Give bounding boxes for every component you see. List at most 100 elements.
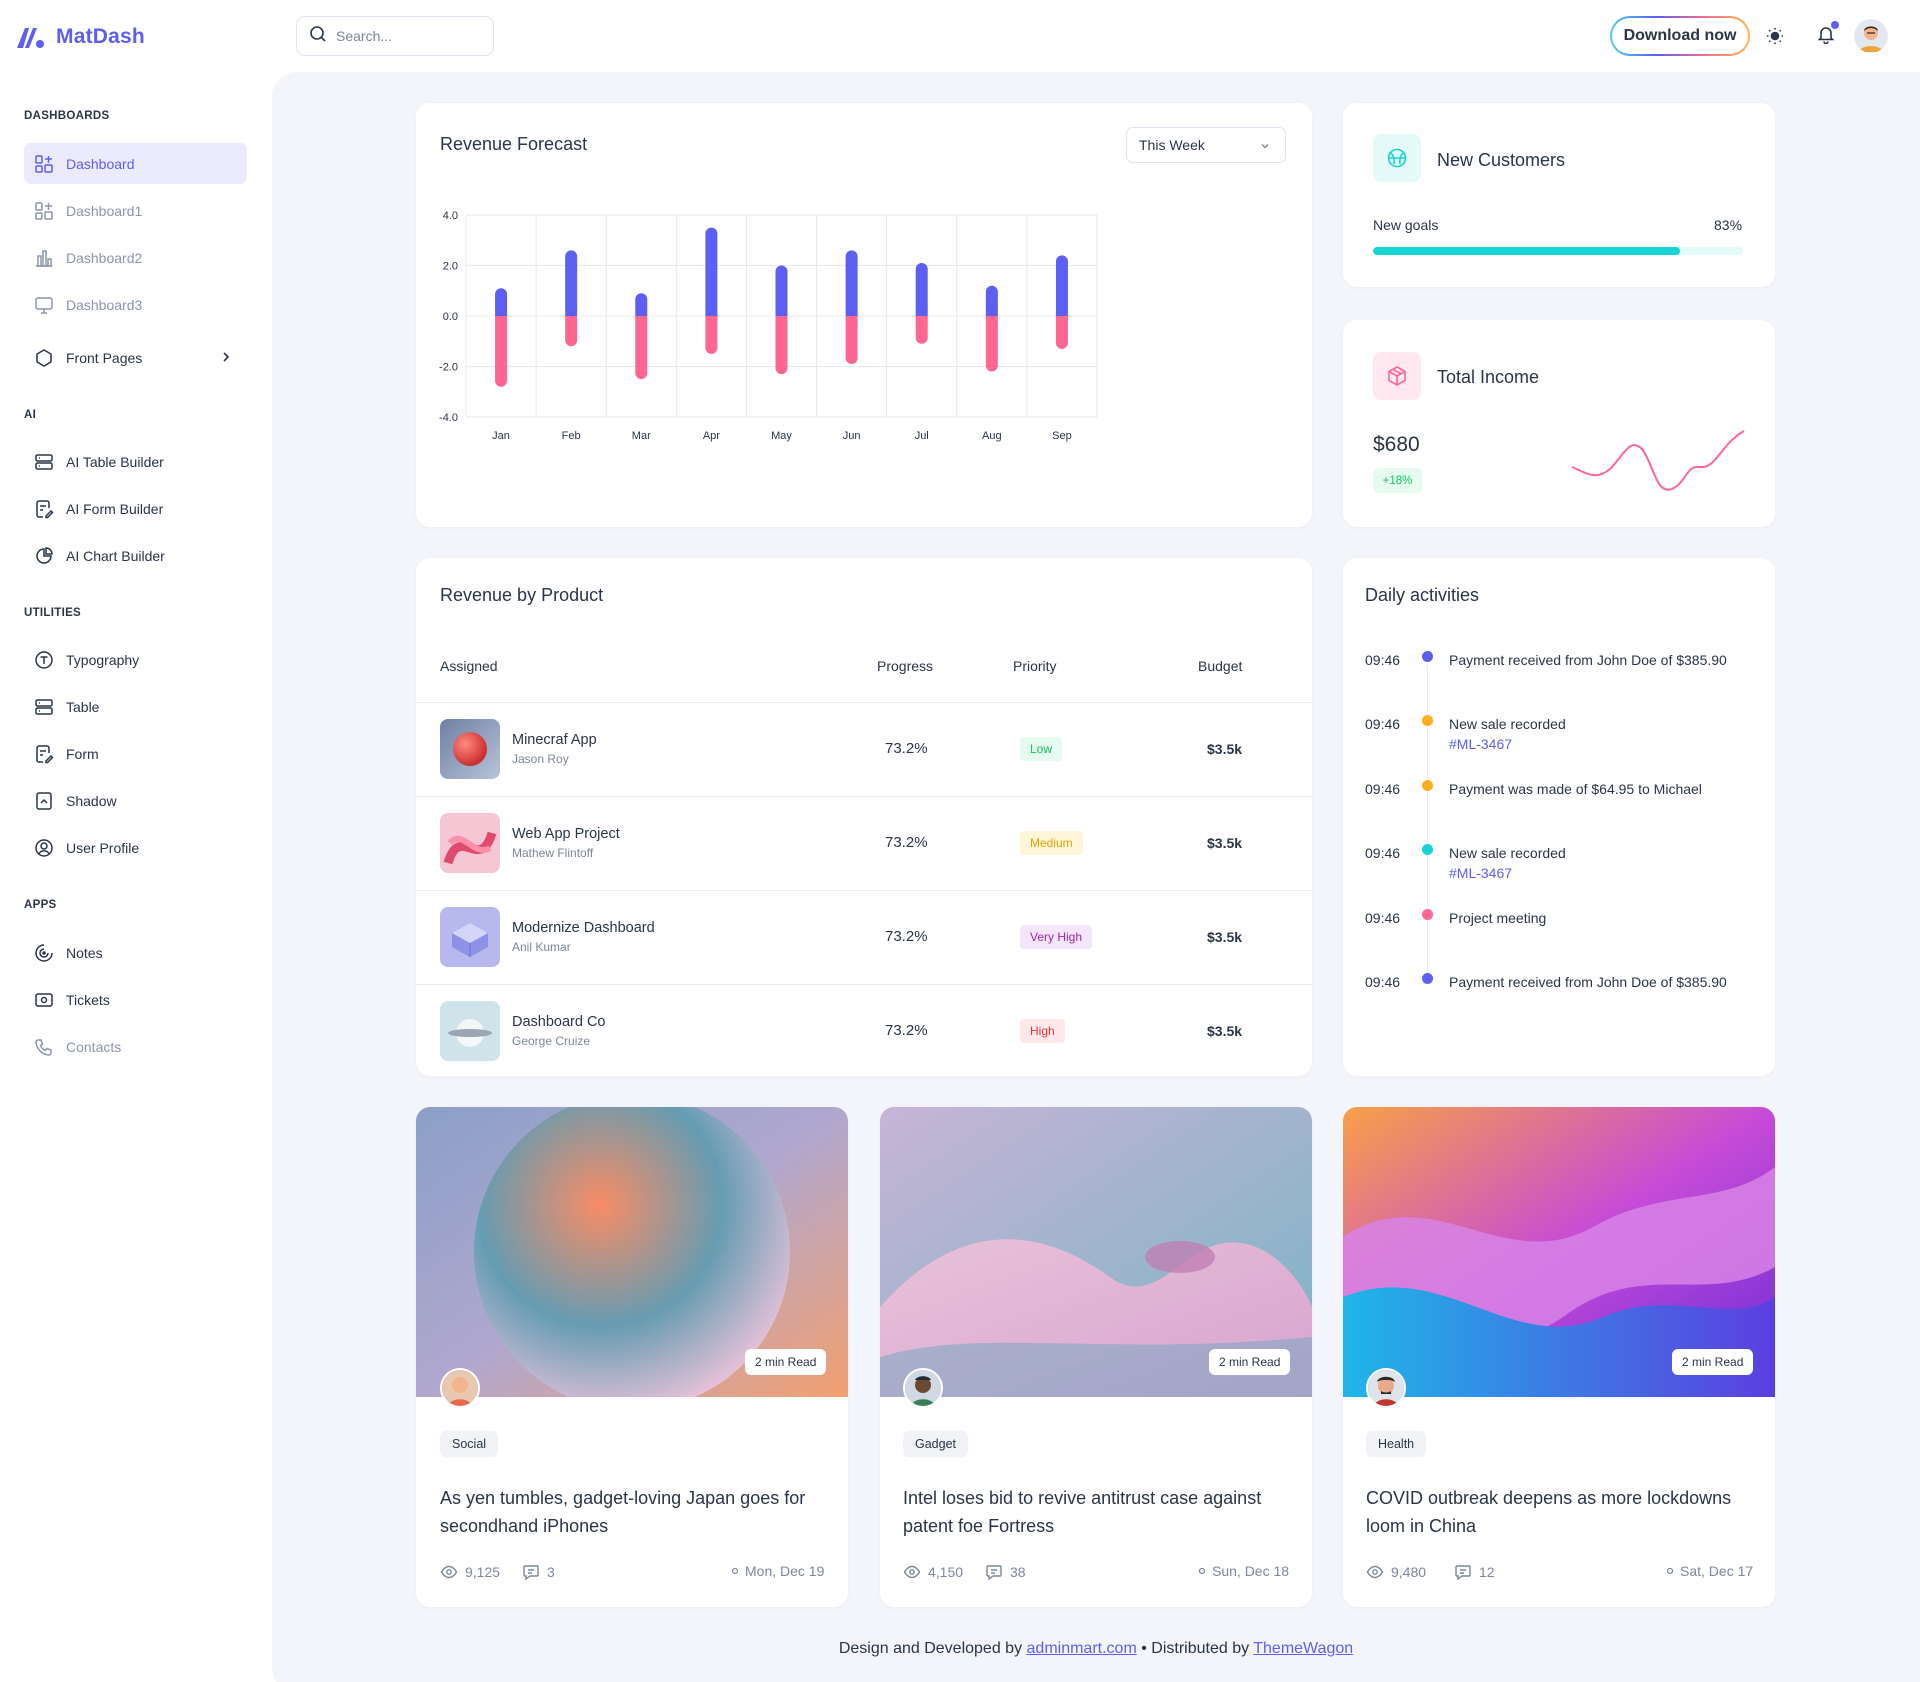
sidebar-item-typography[interactable]: Typography	[24, 639, 247, 680]
category-tag[interactable]: Social	[440, 1431, 499, 1457]
revenue-forecast-title: Revenue Forecast	[440, 134, 588, 154]
author-avatar[interactable]	[903, 1368, 943, 1408]
sidebar-item-dashboard2[interactable]: Dashboard2	[24, 237, 247, 278]
column-header-assigned: Assigned	[440, 658, 498, 674]
table-divider	[416, 796, 1312, 797]
brand-logo[interactable]: MatDash	[14, 22, 145, 52]
total-income-change-badge: +18%	[1373, 468, 1422, 493]
bar-positive-base	[1055, 310, 1068, 316]
footer: Design and Developed by adminmart.com • …	[272, 1640, 1920, 1658]
sidebar-item-tickets[interactable]: Tickets	[24, 979, 247, 1020]
x-tick-label: Jul	[915, 430, 929, 442]
product-progress: 73.2%	[885, 834, 928, 851]
basketball-icon	[1387, 148, 1407, 168]
activity-dot	[1422, 780, 1433, 791]
sidebar-item-label: Typography	[66, 651, 140, 668]
bar-positive	[775, 265, 788, 316]
sidebar-item-label: Dashboard	[66, 155, 135, 172]
x-tick-label: Jan	[492, 430, 510, 442]
product-budget: $3.5k	[1207, 741, 1243, 757]
activity-dot	[1422, 715, 1433, 726]
sidebar-item-dashboard1[interactable]: Dashboard1	[24, 190, 247, 231]
comments-count: 12	[1479, 1564, 1495, 1580]
table-divider	[416, 890, 1312, 891]
author-avatar[interactable]	[440, 1368, 480, 1408]
date-text: Sat, Dec 17	[1680, 1563, 1754, 1579]
theme-toggle-sun-icon[interactable]	[1760, 21, 1790, 51]
bar-negative	[565, 316, 578, 347]
y-tick-label: -4.0	[439, 412, 458, 424]
sidebar-item-contacts[interactable]: Contacts	[24, 1026, 247, 1067]
sidebar-item-label: Tickets	[66, 991, 110, 1008]
blog-image	[1343, 1107, 1775, 1397]
bar-positive	[495, 288, 508, 316]
eye-icon	[903, 1565, 921, 1579]
sidebar-item-label: Front Pages	[66, 349, 143, 366]
layout-dashboard-icon	[34, 201, 54, 221]
search-input[interactable]	[336, 28, 476, 44]
author-avatar[interactable]	[1366, 1368, 1406, 1408]
table-divider	[416, 984, 1312, 985]
bar-positive-base	[915, 310, 928, 316]
file-edit-icon	[34, 744, 54, 764]
product-thumbnail	[440, 1001, 500, 1061]
blog-title[interactable]: As yen tumbles, gadget-loving Japan goes…	[440, 1488, 806, 1536]
sidebar-item-table[interactable]: Table	[24, 686, 247, 727]
sidebar-item-dashboard3[interactable]: Dashboard3	[24, 284, 247, 325]
sidebar-item-dashboard[interactable]: Dashboard	[24, 143, 247, 184]
file-edit-icon	[34, 499, 54, 519]
blog-title[interactable]: Intel loses bid to revive antitrust case…	[903, 1488, 1262, 1536]
chevron-right-icon	[219, 350, 233, 367]
y-tick-label: 0.0	[443, 311, 458, 323]
device-desktop-icon	[34, 295, 54, 315]
download-now-button[interactable]: Download now	[1610, 16, 1750, 56]
priority-badge-very-high: Very High	[1020, 925, 1093, 949]
blog-views: 4,150	[903, 1563, 963, 1581]
total-income-title: Total Income	[1437, 367, 1540, 387]
sidebar-item-front-pages[interactable]: Front Pages	[24, 337, 247, 378]
bar-positive	[565, 250, 578, 316]
matdash-logo-icon	[17, 28, 44, 48]
chevron-down-icon	[1259, 139, 1271, 155]
sidebar-item-shadow[interactable]: Shadow	[24, 780, 247, 821]
server-icon	[34, 697, 54, 717]
activity-link[interactable]: #ML-3467	[1449, 865, 1513, 881]
footer-link-adminmart[interactable]: adminmart.com	[1026, 1640, 1137, 1657]
x-tick-label: Aug	[982, 430, 1002, 442]
read-time-badge: 2 min Read	[1209, 1349, 1291, 1375]
blog-title[interactable]: COVID outbreak deepens as more lockdowns…	[1366, 1488, 1732, 1536]
sidebar-item-user-profile[interactable]: User Profile	[24, 827, 247, 868]
sidebar-item-notes[interactable]: Notes	[24, 932, 247, 973]
bar-negative-base	[1055, 316, 1068, 322]
notification-dot	[1831, 21, 1839, 29]
sidebar-item-ai-chart-builder[interactable]: AI Chart Builder	[24, 535, 247, 576]
activity-dot	[1422, 909, 1433, 920]
dot-icon	[1198, 1567, 1206, 1575]
activity-link[interactable]: #ML-3467	[1449, 736, 1513, 752]
category-tag[interactable]: Health	[1366, 1431, 1427, 1457]
footer-separator: • Distributed by	[1141, 1640, 1250, 1657]
footer-prefix: Design and Developed by	[838, 1640, 1023, 1657]
sidebar-item-form[interactable]: Form	[24, 733, 247, 774]
product-name: Modernize Dashboard	[512, 920, 655, 936]
sidebar-item-ai-table-builder[interactable]: AI Table Builder	[24, 441, 247, 482]
notification-bell-icon[interactable]	[1811, 19, 1841, 49]
y-tick-label: 4.0	[443, 210, 458, 222]
new-goals-progress	[1373, 247, 1743, 255]
category-tag[interactable]: Gadget	[903, 1431, 969, 1457]
product-assignee: Mathew Flintoff	[512, 846, 594, 860]
blog-image	[880, 1107, 1312, 1397]
activity-text: Payment received from John Doe of $385.9…	[1449, 974, 1727, 990]
product-thumbnail	[440, 907, 500, 967]
message-icon	[986, 1565, 1002, 1581]
product-name: Minecraf App	[512, 732, 597, 748]
search-box[interactable]	[296, 16, 494, 56]
footer-link-themewagon[interactable]: ThemeWagon	[1253, 1640, 1354, 1657]
bar-negative	[845, 316, 858, 364]
user-avatar[interactable]	[1854, 19, 1888, 53]
range-select[interactable]: This Week	[1126, 127, 1286, 163]
sidebar-item-ai-form-builder[interactable]: AI Form Builder	[24, 488, 247, 529]
new-customers-icon-tile	[1373, 134, 1421, 182]
bar-negative	[495, 316, 508, 387]
ticket-icon	[34, 990, 54, 1010]
